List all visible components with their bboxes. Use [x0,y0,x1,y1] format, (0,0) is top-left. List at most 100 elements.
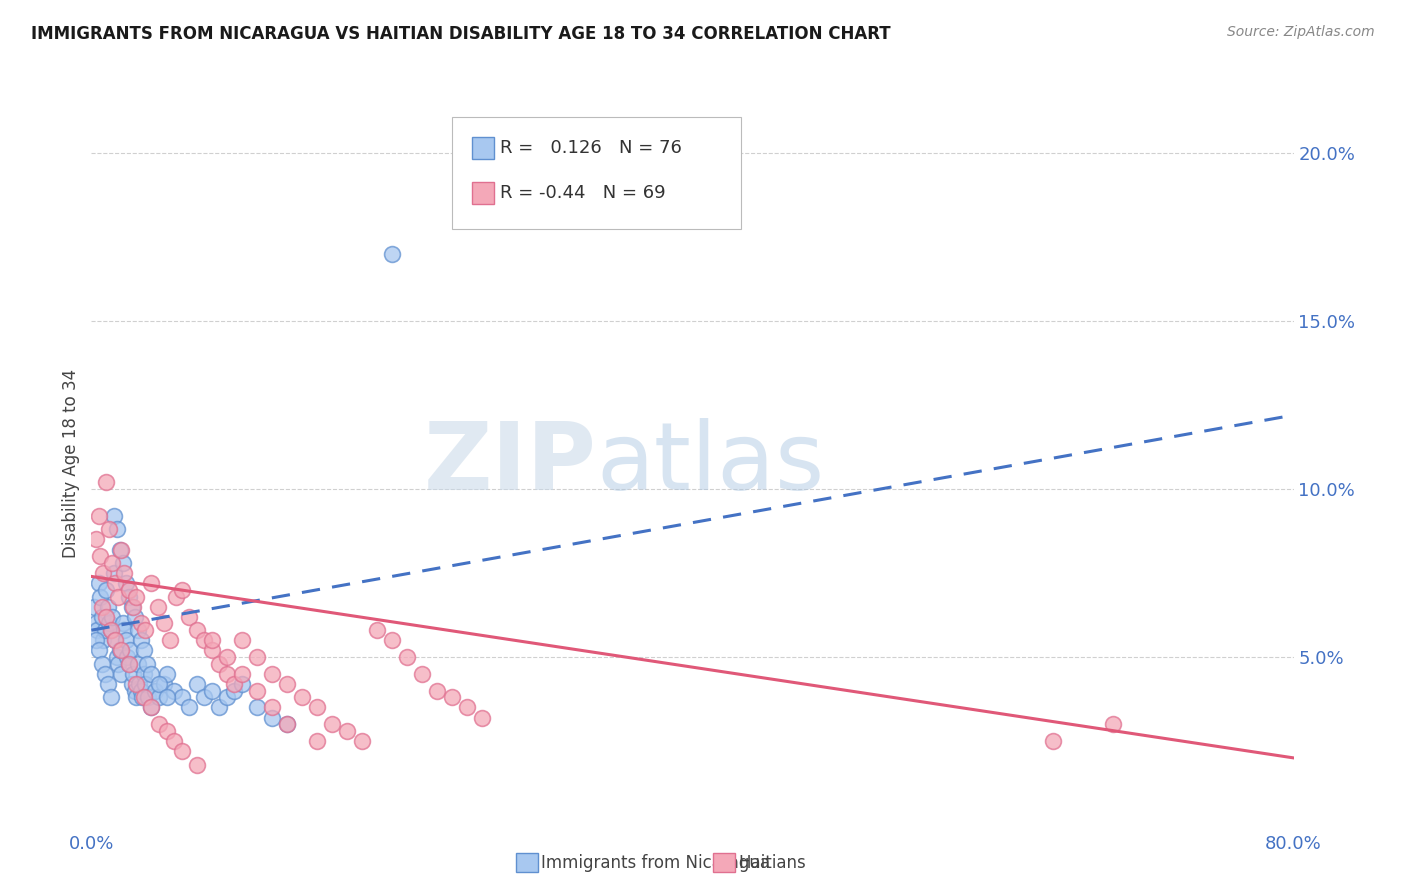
Point [108,542,131,557]
Point [87,508,110,523]
Point [98,522,121,536]
Point [165,590,187,604]
Point [96,475,118,490]
Point [120,643,142,657]
Point [246,650,269,665]
Text: IMMIGRANTS FROM NICARAGUA VS HAITIAN DISABILITY AGE 18 TO 34 CORRELATION CHART: IMMIGRANTS FROM NICARAGUA VS HAITIAN DIS… [31,25,890,43]
Point [395,650,418,665]
Point [118,590,141,604]
Point [114,623,136,637]
Point [231,677,253,691]
Point [260,666,283,681]
Point [215,690,238,705]
Point [90,609,112,624]
Point [231,666,253,681]
Point [201,633,224,648]
Point [350,734,373,748]
Point [87,643,110,657]
Point [110,542,132,557]
Point [141,666,163,681]
Bar [472,137,494,159]
Point [125,677,148,691]
Point [155,666,177,681]
Point [411,666,433,681]
Point [121,677,143,691]
Point [132,666,155,681]
Point [107,657,129,671]
Point [132,643,155,657]
Point [146,599,169,614]
Text: R = -0.44   N = 69: R = -0.44 N = 69 [501,184,665,202]
Point [97,677,120,691]
Point [138,690,160,705]
Point [141,576,163,591]
Point [177,700,200,714]
Point [193,633,215,648]
Point [94,623,117,637]
Point [115,633,138,648]
Point [104,633,127,648]
Text: atlas: atlas [596,417,824,510]
Point [134,623,156,637]
Point [208,657,231,671]
Point [186,677,208,691]
Point [170,690,193,705]
Point [163,683,186,698]
Point [118,657,141,671]
Point [224,683,246,698]
Point [155,724,177,739]
Point [117,650,139,665]
Point [110,666,132,681]
Point [381,247,404,261]
Point [89,590,111,604]
Point [155,690,177,705]
Point [231,633,253,648]
Point [124,683,146,698]
Point [124,609,146,624]
Point [193,690,215,705]
Point [129,616,152,631]
Point [90,599,112,614]
Point [100,623,122,637]
Text: Source: ZipAtlas.com: Source: ZipAtlas.com [1227,25,1375,39]
Point [260,710,283,724]
Point [366,623,388,637]
Bar [472,182,494,203]
Y-axis label: Disability Age 18 to 34: Disability Age 18 to 34 [62,369,80,558]
Point [163,734,186,748]
Point [1042,734,1064,748]
Point [105,522,128,536]
Point [90,657,112,671]
Point [127,623,149,637]
Point [100,690,122,705]
Point [276,677,298,691]
Point [426,683,449,698]
Point [93,566,115,580]
Point [159,633,181,648]
Point [114,566,136,580]
Point [84,633,107,648]
Point [136,657,159,671]
Point [103,508,125,523]
Point [103,566,125,580]
Point [122,666,145,681]
Point [111,616,134,631]
Point [107,590,129,604]
Point [86,623,108,637]
FancyBboxPatch shape [451,117,741,229]
Point [121,599,143,614]
Point [129,683,152,698]
Point [276,717,298,731]
Point [148,717,170,731]
Point [84,533,107,547]
Point [111,556,134,570]
Point [101,609,124,624]
Point [97,599,120,614]
Text: Haitians: Haitians [738,854,806,871]
Point [134,677,156,691]
Point [98,616,121,631]
Point [129,633,152,648]
Point [215,666,238,681]
Point [101,556,124,570]
Point [291,690,314,705]
